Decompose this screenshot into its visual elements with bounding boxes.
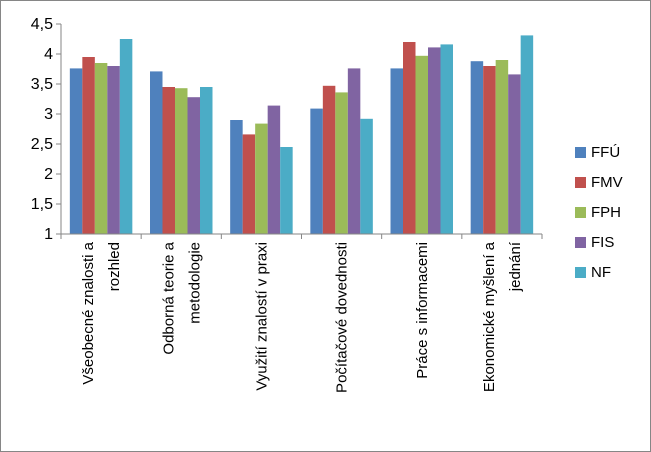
legend-label-3: FPH bbox=[591, 204, 621, 221]
bars bbox=[69, 35, 534, 235]
x-category-label: Odborná teorie a metodologie bbox=[160, 241, 203, 354]
bar-2-1 bbox=[82, 57, 95, 234]
y-tick-label: 1,5 bbox=[31, 196, 53, 213]
bar-5-1 bbox=[119, 39, 133, 234]
bar-5-4 bbox=[360, 118, 373, 234]
bar-3-5 bbox=[415, 55, 428, 234]
bar-2-4 bbox=[322, 85, 336, 234]
axes bbox=[60, 24, 543, 239]
y-tick-label: 3,5 bbox=[31, 76, 53, 93]
bar-1-3 bbox=[230, 120, 243, 234]
y-tick-label: 4,5 bbox=[31, 16, 53, 33]
bar-4-3 bbox=[267, 105, 281, 234]
y-axis-ticks: 1 1,5 2 2,5 3 3,5 4 4,5 bbox=[31, 16, 61, 243]
legend-label-5: NF bbox=[591, 264, 611, 281]
legend-swatch-1 bbox=[575, 147, 586, 158]
legend: FFÚ FMV FPH FIS NF bbox=[575, 144, 623, 281]
bar-1-2 bbox=[150, 71, 163, 235]
bar-3-4 bbox=[335, 92, 348, 235]
bar-2-6 bbox=[483, 66, 496, 234]
bar-3-3 bbox=[255, 123, 268, 234]
y-tick-label: 3 bbox=[44, 106, 53, 123]
legend-label-1: FFÚ bbox=[591, 144, 620, 161]
y-tick-label: 2 bbox=[44, 166, 53, 183]
y-tick-label: 4 bbox=[44, 46, 53, 63]
bar-3-6 bbox=[495, 60, 509, 234]
x-category-label: Počítačové dovednosti bbox=[334, 242, 351, 393]
category-labels: Všeobecné znalosti a rozhled Odborná teori… bbox=[80, 241, 524, 393]
bar-5-6 bbox=[520, 35, 534, 235]
x-category-label: Využití znalostí v praxi bbox=[253, 242, 270, 391]
bar-5-5 bbox=[440, 44, 453, 235]
bar-1-4 bbox=[310, 108, 323, 234]
bar-5-3 bbox=[280, 147, 293, 234]
bar-5-2 bbox=[200, 87, 213, 234]
x-category-label: Práce s informacemi bbox=[414, 242, 431, 379]
bar-2-2 bbox=[162, 87, 175, 234]
bar-1-1 bbox=[69, 68, 83, 235]
y-tick-label: 1 bbox=[44, 226, 53, 243]
legend-swatch-5 bbox=[575, 267, 586, 278]
bar-4-5 bbox=[428, 47, 441, 235]
legend-swatch-3 bbox=[575, 207, 586, 218]
legend-swatch-2 bbox=[575, 177, 586, 188]
bar-2-5 bbox=[403, 42, 416, 234]
bar-3-2 bbox=[175, 88, 188, 234]
bar-4-6 bbox=[508, 74, 521, 235]
bar-3-1 bbox=[94, 63, 108, 234]
bar-1-5 bbox=[390, 68, 403, 235]
bar-1-6 bbox=[470, 61, 484, 235]
bar-2-3 bbox=[242, 134, 256, 234]
legend-label-4: FIS bbox=[591, 234, 614, 251]
legend-swatch-4 bbox=[575, 237, 586, 248]
legend-label-2: FMV bbox=[591, 174, 623, 191]
bar-4-2 bbox=[187, 97, 200, 234]
y-tick-label: 2,5 bbox=[31, 136, 53, 153]
bar-4-4 bbox=[347, 68, 361, 235]
x-category-label: Všeobecné znalosti a rozhled bbox=[80, 241, 123, 384]
x-category-label: Ekonomické myšlení a jednání bbox=[481, 241, 524, 392]
bar-4-1 bbox=[107, 66, 120, 234]
